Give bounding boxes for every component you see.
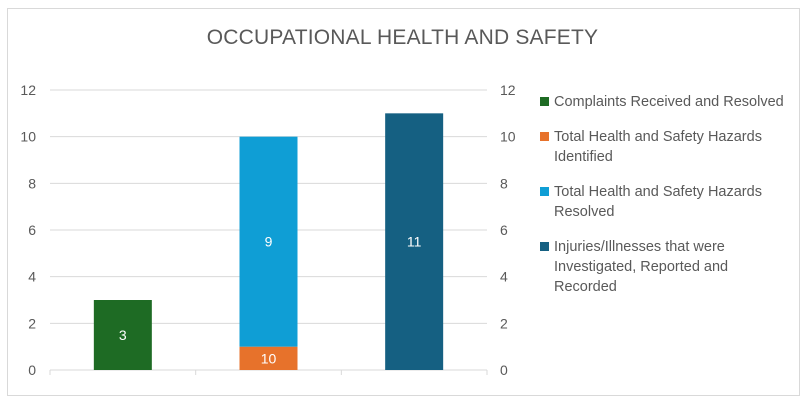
y-tick-label-right: 0 <box>500 362 508 378</box>
data-label: 9 <box>265 234 273 250</box>
legend-swatch <box>540 97 549 106</box>
legend-item: Total Health and Safety Hazards Identifi… <box>540 127 795 167</box>
y-axis-left: 0 2 4 6 8 10 12 <box>20 82 36 378</box>
y-tick-label-left: 8 <box>28 175 36 191</box>
legend-swatch <box>540 132 549 141</box>
legend-label: Total Health and Safety Hazards Identifi… <box>554 129 762 165</box>
y-tick-label-right: 6 <box>500 222 508 238</box>
bar-segment <box>239 346 298 370</box>
legend-item: Injuries/Illnesses that were Investigate… <box>540 237 795 297</box>
y-tick-label-right: 2 <box>500 315 508 331</box>
y-tick-label-left: 12 <box>20 82 36 98</box>
legend-swatch <box>540 242 549 251</box>
y-tick-label-right: 10 <box>500 129 516 145</box>
legend: Complaints Received and Resolved Total He… <box>540 92 795 312</box>
data-label: 11 <box>407 234 422 250</box>
y-tick-label-left: 6 <box>28 222 36 238</box>
data-labels: 3 10 9 11 <box>119 234 422 367</box>
data-label: 3 <box>119 327 127 343</box>
legend-swatch <box>540 187 549 196</box>
y-tick-label-left: 0 <box>28 362 36 378</box>
y-tick-label-right: 12 <box>500 82 516 98</box>
y-tick-label-left: 2 <box>28 315 36 331</box>
y-tick-label-right: 8 <box>500 175 508 191</box>
chart-title: OCCUPATIONAL HEALTH AND SAFETY <box>206 26 599 49</box>
y-tick-label-left: 10 <box>20 129 36 145</box>
legend-item: Complaints Received and Resolved <box>540 92 795 112</box>
bar-segment <box>93 300 152 370</box>
y-axis-right: 0 2 4 6 8 10 12 <box>500 82 516 378</box>
y-tick-label-left: 4 <box>28 269 36 285</box>
legend-label: Complaints Received and Resolved <box>554 94 784 110</box>
legend-label: Total Health and Safety Hazards Resolved <box>554 184 762 220</box>
bar-segment <box>385 113 444 370</box>
bar-segment <box>239 136 298 347</box>
data-label: 10 <box>261 350 277 366</box>
y-tick-label-right: 4 <box>500 269 508 285</box>
legend-item: Total Health and Safety Hazards Resolved <box>540 182 795 222</box>
bars <box>93 113 444 370</box>
legend-label: Injuries/Illnesses that were Investigate… <box>554 239 729 295</box>
